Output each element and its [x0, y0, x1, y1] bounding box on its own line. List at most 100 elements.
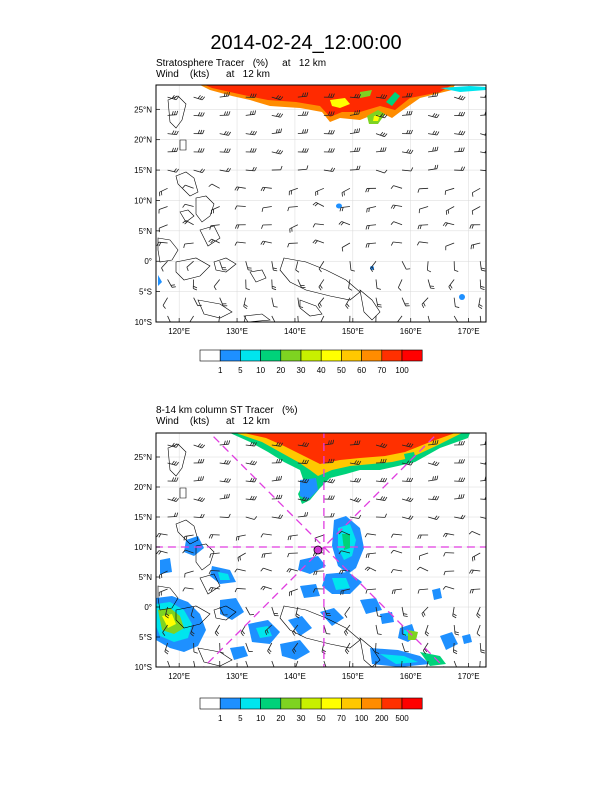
- wind-barb: [341, 187, 351, 193]
- wind-barb: [292, 624, 299, 633]
- wind-barb-feather: [410, 498, 414, 502]
- wind-barb-feather: [443, 571, 446, 576]
- wind-barb-feather: [436, 440, 439, 445]
- wind-barb-feather: [158, 242, 162, 247]
- wind-barb: [236, 534, 246, 538]
- wind-barb-feather: [330, 478, 334, 483]
- wind-barb: [402, 114, 412, 116]
- wind-barb-feather: [344, 631, 347, 636]
- wind-barb: [271, 297, 275, 307]
- wind-barb-feather: [306, 459, 309, 464]
- wind-barb-feather: [240, 632, 244, 637]
- wind-barb-feather: [406, 460, 410, 465]
- wind-barb-feather: [249, 130, 253, 135]
- wind-barb-feather: [341, 570, 344, 575]
- wind-barb: [211, 183, 220, 189]
- wind-barb-feather: [214, 632, 218, 637]
- wind-barb-feather: [228, 440, 231, 445]
- lat-tick-label: 5°S: [139, 288, 152, 297]
- wind-barb-feather: [380, 496, 383, 501]
- wind-barb: [245, 444, 255, 447]
- wind-barb-feather: [276, 458, 279, 463]
- wind-barb-feather: [410, 129, 413, 134]
- wind-barb-feather: [442, 533, 446, 537]
- wind-barb-feather: [197, 148, 201, 153]
- wind-barb-feather: [173, 95, 177, 100]
- wind-barb-feather: [460, 95, 464, 100]
- wind-barb-feather: [304, 92, 307, 97]
- wind-barb-feather: [481, 267, 486, 270]
- wind-barb-feather: [197, 112, 201, 116]
- wind-barb-feather: [350, 269, 355, 272]
- wind-barb-feather: [182, 587, 186, 592]
- wind-barb-feather: [314, 203, 319, 207]
- wind-barb-feather: [365, 553, 368, 558]
- wind-barb-feather: [252, 166, 255, 171]
- wind-barb-feather: [365, 243, 368, 248]
- wind-barb-feather: [458, 459, 461, 464]
- wind-barb: [345, 642, 351, 651]
- wind-barb-feather: [476, 614, 480, 619]
- lon-tick-label: 160°E: [400, 672, 422, 681]
- wind-barb-feather: [481, 323, 485, 324]
- wind-barb: [184, 203, 194, 207]
- wind-barb-feather: [377, 615, 382, 617]
- wind-barb: [393, 204, 403, 207]
- wind-barb-feather: [487, 132, 489, 135]
- wind-barb: [193, 660, 196, 667]
- wind-barb-feather: [162, 305, 166, 309]
- wind-barb: [297, 168, 307, 171]
- wind-barb: [476, 606, 481, 616]
- wind-barb-feather: [462, 459, 465, 464]
- wind-barb-feather: [298, 323, 302, 324]
- wind-barb-feather: [243, 303, 248, 307]
- wind-barb-feather: [174, 477, 177, 482]
- wind-barb-feather: [424, 648, 428, 653]
- wind-barb-feather: [422, 650, 426, 655]
- wind-barb-feather: [390, 241, 394, 246]
- wind-barb-feather: [228, 168, 231, 172]
- wind-barb-feather: [421, 304, 425, 309]
- wind-barb-feather: [268, 648, 272, 653]
- wind-barb-feather: [330, 148, 333, 153]
- wind-barb: [315, 187, 325, 193]
- wind-barb-feather: [219, 651, 224, 654]
- wind-barb-feather: [226, 440, 228, 445]
- wind-barb-feather: [358, 128, 361, 133]
- wind-barb-feather: [487, 111, 488, 115]
- wind-barb-feather: [338, 550, 342, 555]
- wind-barb: [367, 552, 377, 555]
- colorbar-swatch: [260, 349, 282, 362]
- colorbar-label: 5: [238, 366, 243, 375]
- wind-barb: [367, 224, 377, 227]
- colorbar-swatch: [280, 697, 302, 710]
- wind-barb-feather: [190, 633, 194, 637]
- wind-barb-feather: [358, 94, 362, 99]
- wind-barb: [402, 480, 412, 483]
- wind-barb-feather: [410, 443, 414, 448]
- wind-barb: [314, 223, 324, 226]
- wind-barb: [427, 516, 437, 520]
- wind-barb-feather: [366, 567, 371, 571]
- wind-barb-feather: [471, 224, 474, 229]
- colorbar-swatch: [361, 697, 383, 710]
- wind-barb-feather: [382, 477, 385, 482]
- wind-barb-feather: [228, 513, 231, 518]
- wind-barb-feather: [358, 498, 362, 503]
- colorbar-swatch: [320, 349, 342, 362]
- wind-barb-feather: [208, 570, 212, 575]
- wind-barb-feather: [213, 286, 217, 291]
- wind-barb-feather: [427, 269, 432, 273]
- wind-barb-feather: [358, 109, 361, 115]
- wind-barb-feather: [234, 568, 238, 573]
- wind-barb-feather: [199, 497, 203, 502]
- wind-barb: [167, 315, 171, 322]
- colorbar-label: 30: [297, 366, 306, 375]
- colorbar-swatch: [381, 697, 403, 710]
- wind-barb-feather: [299, 306, 304, 308]
- wind-barb: [219, 261, 224, 270]
- wind-barb-feather: [487, 476, 488, 480]
- wind-barb-feather: [380, 477, 383, 482]
- colorbar-label: 1: [218, 366, 223, 375]
- wind-barb: [167, 444, 177, 448]
